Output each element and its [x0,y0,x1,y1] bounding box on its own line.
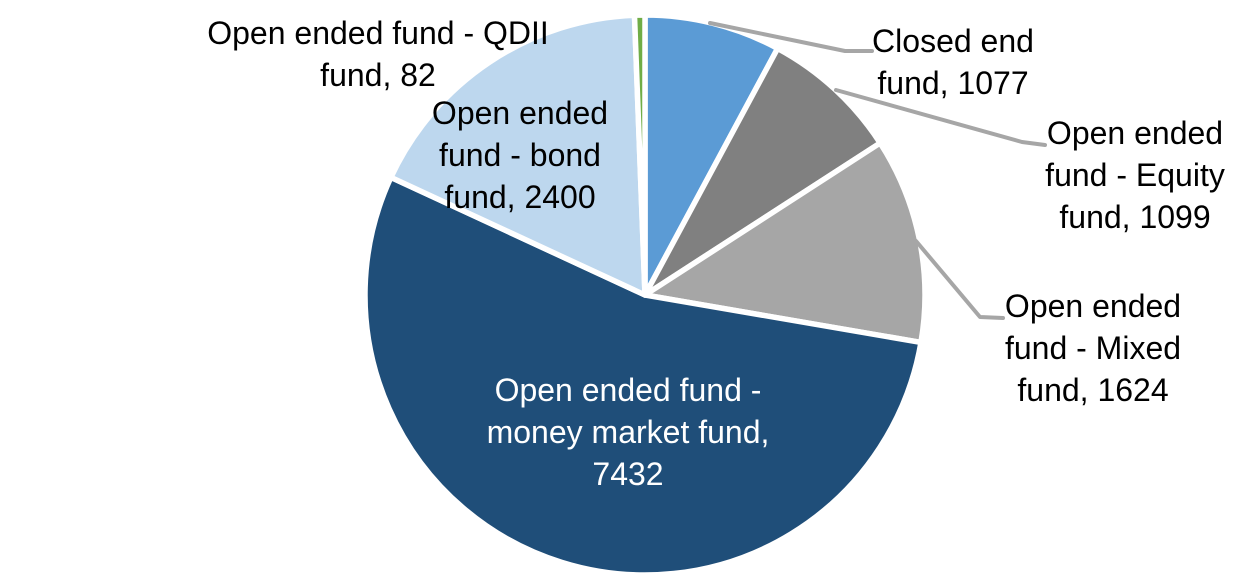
leader-lines [708,21,1047,320]
data-label-qdii-fund: Open ended fund - QDII fund, 82 [207,15,549,93]
leader-line-equity-fund [834,88,1047,147]
leader-line-closed-end-fund [708,21,874,53]
data-label-mixed-fund: Open ended fund - Mixed fund, 1624 [1004,288,1182,408]
data-label-equity-fund: Open ended fund - Equity fund, 1099 [1045,115,1225,235]
data-label-closed-end-fund: Closed end fund, 1077 [872,23,1034,101]
pie-slice-open-ended-fund-bond-fund [388,12,648,298]
data-label-bond-fund: Open ended fund - bond fund, 2400 [431,95,609,215]
pie-wedges [362,12,928,578]
pie-slice-open-ended-fund-money-market-fund [362,174,924,578]
data-label-money-market-fund: Open ended fund - money market fund, 743… [486,372,770,492]
pie-slice-open-ended-fund-qdii-fund [631,12,648,298]
pie-slice-open-ended-fund-mixed-fund [642,140,928,346]
leader-line-mixed-fund [914,239,1005,320]
